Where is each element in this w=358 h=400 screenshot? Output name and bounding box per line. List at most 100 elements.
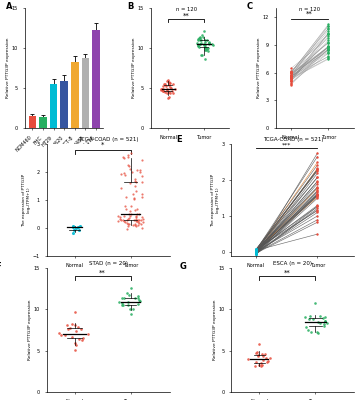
Title: ESCA (n = 20): ESCA (n = 20) xyxy=(274,261,312,266)
Point xyxy=(288,75,294,82)
Point xyxy=(315,191,320,198)
Point xyxy=(129,211,134,218)
Point xyxy=(315,174,320,180)
Point xyxy=(288,68,294,75)
Point xyxy=(118,216,124,223)
Point xyxy=(72,322,78,328)
Point xyxy=(120,154,126,160)
Point xyxy=(315,207,320,213)
Point xyxy=(116,218,121,225)
Point xyxy=(253,248,259,255)
Point xyxy=(67,325,73,331)
Point xyxy=(197,41,203,48)
Point xyxy=(122,212,127,219)
Point xyxy=(325,22,331,29)
Point xyxy=(325,55,331,62)
Point xyxy=(205,44,211,51)
Point xyxy=(315,203,320,210)
Point xyxy=(164,86,170,93)
Point xyxy=(122,172,128,178)
Point xyxy=(315,205,320,212)
Point xyxy=(81,334,86,341)
Point xyxy=(134,216,139,222)
Point xyxy=(267,355,272,362)
Point xyxy=(253,250,259,256)
Point xyxy=(125,161,130,168)
Point xyxy=(325,44,331,50)
Point xyxy=(325,44,331,51)
Point xyxy=(137,210,142,217)
Y-axis label: Relative PTTG3P expression: Relative PTTG3P expression xyxy=(6,38,10,98)
Point xyxy=(325,40,331,46)
Point xyxy=(253,250,259,256)
Point xyxy=(132,221,138,227)
Point xyxy=(73,328,79,334)
Point xyxy=(288,65,294,72)
Point xyxy=(139,157,145,164)
Point xyxy=(315,203,320,210)
Point xyxy=(127,208,133,214)
Point xyxy=(258,363,263,369)
Text: n = 120: n = 120 xyxy=(176,7,197,12)
Point xyxy=(137,169,142,175)
Point xyxy=(315,170,320,176)
Point xyxy=(202,56,208,62)
Bar xyxy=(92,30,100,128)
Point xyxy=(133,223,139,230)
Point xyxy=(75,324,81,330)
Point xyxy=(195,42,201,48)
Point xyxy=(125,217,130,223)
Point xyxy=(134,217,140,224)
Point xyxy=(302,314,308,320)
Point xyxy=(253,247,259,254)
Title: STAD (n = 20): STAD (n = 20) xyxy=(89,261,127,266)
Point xyxy=(253,248,259,255)
Point xyxy=(325,49,331,55)
Point xyxy=(72,347,78,353)
Point xyxy=(253,249,259,255)
Point xyxy=(194,40,200,47)
Point xyxy=(128,202,134,209)
Point xyxy=(123,206,129,212)
Point xyxy=(325,31,331,38)
Point xyxy=(253,247,259,254)
Y-axis label: Relative PTTG3P expression: Relative PTTG3P expression xyxy=(213,300,217,360)
Point xyxy=(127,180,133,186)
Point xyxy=(265,358,271,364)
Point xyxy=(123,194,129,200)
Point xyxy=(198,36,204,43)
Point xyxy=(325,37,331,44)
Point xyxy=(199,32,204,38)
Point xyxy=(288,74,294,80)
Point xyxy=(198,52,204,58)
Point xyxy=(170,81,176,87)
Point xyxy=(134,206,140,212)
Point xyxy=(315,191,320,198)
Point xyxy=(325,46,331,53)
Point xyxy=(195,36,201,42)
Bar xyxy=(82,58,89,128)
Bar xyxy=(39,117,47,128)
Point xyxy=(134,179,139,186)
Point xyxy=(288,72,294,79)
Point xyxy=(166,82,171,89)
Point xyxy=(118,185,124,191)
Point xyxy=(160,88,166,94)
Point xyxy=(315,162,320,168)
Point xyxy=(130,222,136,228)
Point xyxy=(164,78,170,84)
Point xyxy=(253,250,259,256)
Bar xyxy=(29,116,36,128)
Text: E: E xyxy=(176,135,182,144)
Point xyxy=(325,46,331,52)
Point xyxy=(264,359,270,366)
Point xyxy=(206,40,212,47)
Text: **: ** xyxy=(306,11,313,17)
Point xyxy=(58,332,64,338)
Point xyxy=(131,190,136,197)
Point xyxy=(263,355,269,362)
Point xyxy=(116,299,121,305)
Bar xyxy=(61,81,68,128)
Point xyxy=(159,86,165,93)
Point xyxy=(117,214,123,220)
